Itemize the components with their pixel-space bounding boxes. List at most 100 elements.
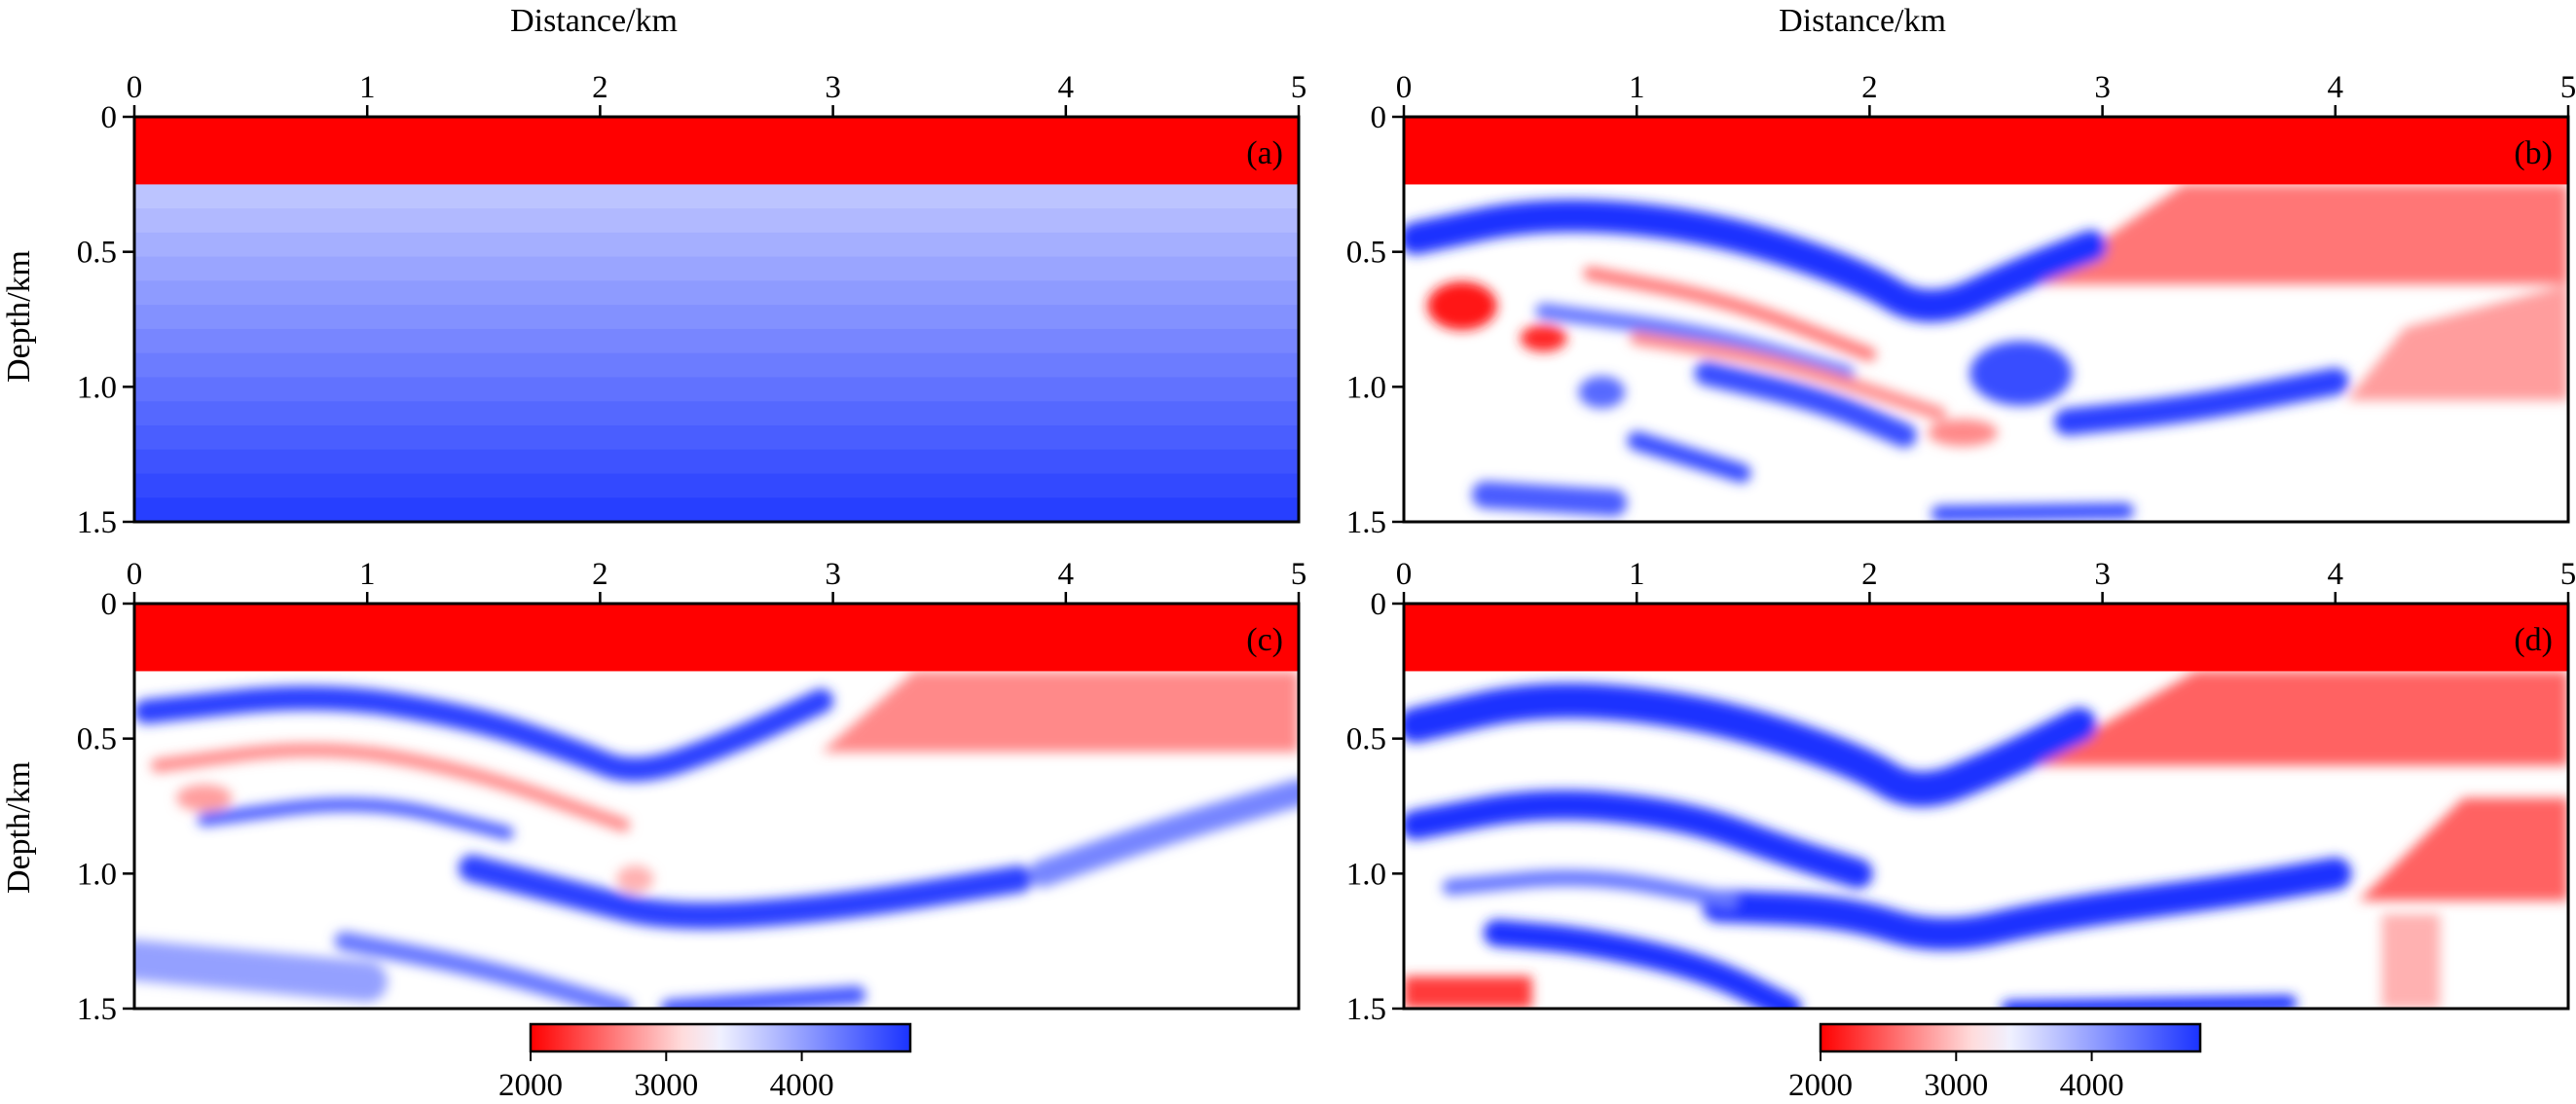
wedge-region [2032, 671, 2568, 766]
y-tick-label: 1.0 [77, 370, 117, 405]
x-tick-label: 1 [1629, 557, 1645, 592]
panel-c: (c) 0 1 2 3 4 5 0 0.5 1.0 1.5 [77, 557, 1307, 1027]
x-axis-title-right: Distance/km [1779, 3, 1946, 39]
y-axis-title-bottom: Depth/km [1, 761, 37, 894]
velocity-layer-step [134, 449, 1299, 475]
y-tick-label: 0.5 [77, 236, 117, 271]
y-tick-label: 0.5 [1346, 236, 1386, 271]
velocity-layer-step [134, 232, 1299, 258]
y-tick-label: 1.5 [1346, 992, 1386, 1027]
reflector-band [660, 985, 866, 1009]
panel-b: (b) 0 1 2 3 4 5 0 0.5 1.0 1.5 [1346, 70, 2576, 540]
colorbar-left: 2000 3000 4000 [498, 1022, 912, 1103]
y-axis-title-top: Depth/km [1, 250, 37, 383]
wedge-region [2346, 283, 2568, 401]
x-tick-label: 0 [1396, 70, 1413, 105]
reflector-band [134, 685, 834, 782]
colorbar-tick-label: 2000 [498, 1068, 563, 1103]
x-tick-label: 2 [592, 70, 608, 105]
colorbar-tick-label: 3000 [1924, 1068, 1988, 1103]
x-tick-label: 3 [2094, 70, 2111, 105]
velocity-layer-step [134, 256, 1299, 282]
y-tick-label: 1.5 [1346, 505, 1386, 540]
y-tick-label: 0 [1371, 587, 1387, 622]
x-tick-label: 4 [2328, 557, 2344, 592]
anomaly-blob [176, 784, 233, 812]
velocity-layer-step [134, 352, 1299, 379]
water-layer [134, 604, 1299, 672]
x-tick-label: 1 [359, 557, 376, 592]
x-tick-label: 5 [2560, 70, 2576, 105]
x-tick-label: 0 [1396, 557, 1413, 592]
reflector-band [1029, 779, 1299, 888]
x-tick-label: 4 [1058, 557, 1075, 592]
velocity-layer-step [134, 328, 1299, 354]
panel-label: (b) [2514, 135, 2553, 171]
panel-d: (d) 0 1 2 3 4 5 0 0.5 1.0 1.5 [1346, 557, 2576, 1027]
reflector-band [1535, 303, 1855, 382]
soft-structures [134, 671, 1299, 1009]
x-tick-label: 0 [127, 70, 143, 105]
panel-body [134, 604, 1299, 1009]
reflector-band [458, 854, 1033, 930]
panel-body [1404, 604, 2568, 1009]
velocity-layer-step [134, 280, 1299, 307]
reflector-band [1583, 266, 1877, 361]
velocity-layer-step [134, 208, 1299, 234]
x-tick-label: 1 [1629, 70, 1645, 105]
reflector-band [1931, 502, 2134, 522]
wedge-region [2381, 913, 2441, 1009]
reflector-band [134, 939, 387, 1003]
wedge-region [2358, 797, 2568, 902]
reflector-band [150, 743, 631, 832]
colorbar-tick-label: 4000 [770, 1068, 834, 1103]
panel-frame [1402, 115, 2570, 524]
velocity-layer-step [134, 305, 1299, 330]
reflector-band [1404, 682, 2097, 807]
y-tick-label: 0 [101, 587, 118, 622]
colorbar-tick-label: 4000 [2060, 1068, 2124, 1103]
colorbar-tick-label: 3000 [634, 1068, 698, 1103]
velocity-layer-step [134, 401, 1299, 426]
x-tick-label: 5 [1291, 557, 1307, 592]
x-tick-label: 5 [1291, 70, 1307, 105]
y-tick-label: 0 [1371, 100, 1387, 135]
reflector-band [1483, 919, 1802, 1009]
velocity-layer-step [134, 377, 1299, 403]
reflector-band [334, 931, 634, 1009]
anomaly-blob [1928, 419, 1998, 447]
water-layer [1404, 117, 2568, 185]
x-tick-label: 4 [2328, 70, 2344, 105]
x-tick-label: 4 [1058, 70, 1075, 105]
x-tick-label: 1 [359, 70, 376, 105]
y-tick-label: 0 [101, 100, 118, 135]
y-tick-label: 0.5 [77, 722, 117, 757]
y-tick-label: 1.0 [1346, 370, 1386, 405]
water-layer [134, 117, 1299, 185]
reflector-band [1442, 869, 1739, 909]
reflector-band [1404, 200, 2108, 322]
reflector-band [1630, 331, 1947, 422]
panel-label: (c) [1246, 622, 1283, 658]
velocity-layer-step [134, 473, 1299, 499]
reflector-band [197, 797, 514, 840]
colorbar-scale [1819, 1022, 2202, 1053]
anomaly-blob [1520, 324, 1567, 352]
anomaly-blob [1969, 341, 2073, 406]
x-tick-label: 2 [1861, 70, 1878, 105]
anomaly-blob [1426, 281, 1497, 331]
velocity-layer-step [134, 424, 1299, 451]
x-tick-label: 3 [825, 70, 841, 105]
y-tick-label: 1.5 [77, 505, 117, 540]
velocity-layer-step [134, 497, 1299, 522]
anomaly-blob [1578, 376, 1626, 409]
x-axis-title-left: Distance/km [510, 3, 678, 39]
y-tick-label: 1.0 [1346, 857, 1386, 892]
reflector-band [1694, 360, 1917, 448]
y-tick-label: 0.5 [1346, 722, 1386, 757]
colorbar-right: 2000 3000 4000 [1788, 1022, 2202, 1103]
colorbar-tick-label: 2000 [1788, 1068, 1853, 1103]
reflector-band [1627, 431, 1751, 483]
panel-body [1404, 117, 2568, 522]
